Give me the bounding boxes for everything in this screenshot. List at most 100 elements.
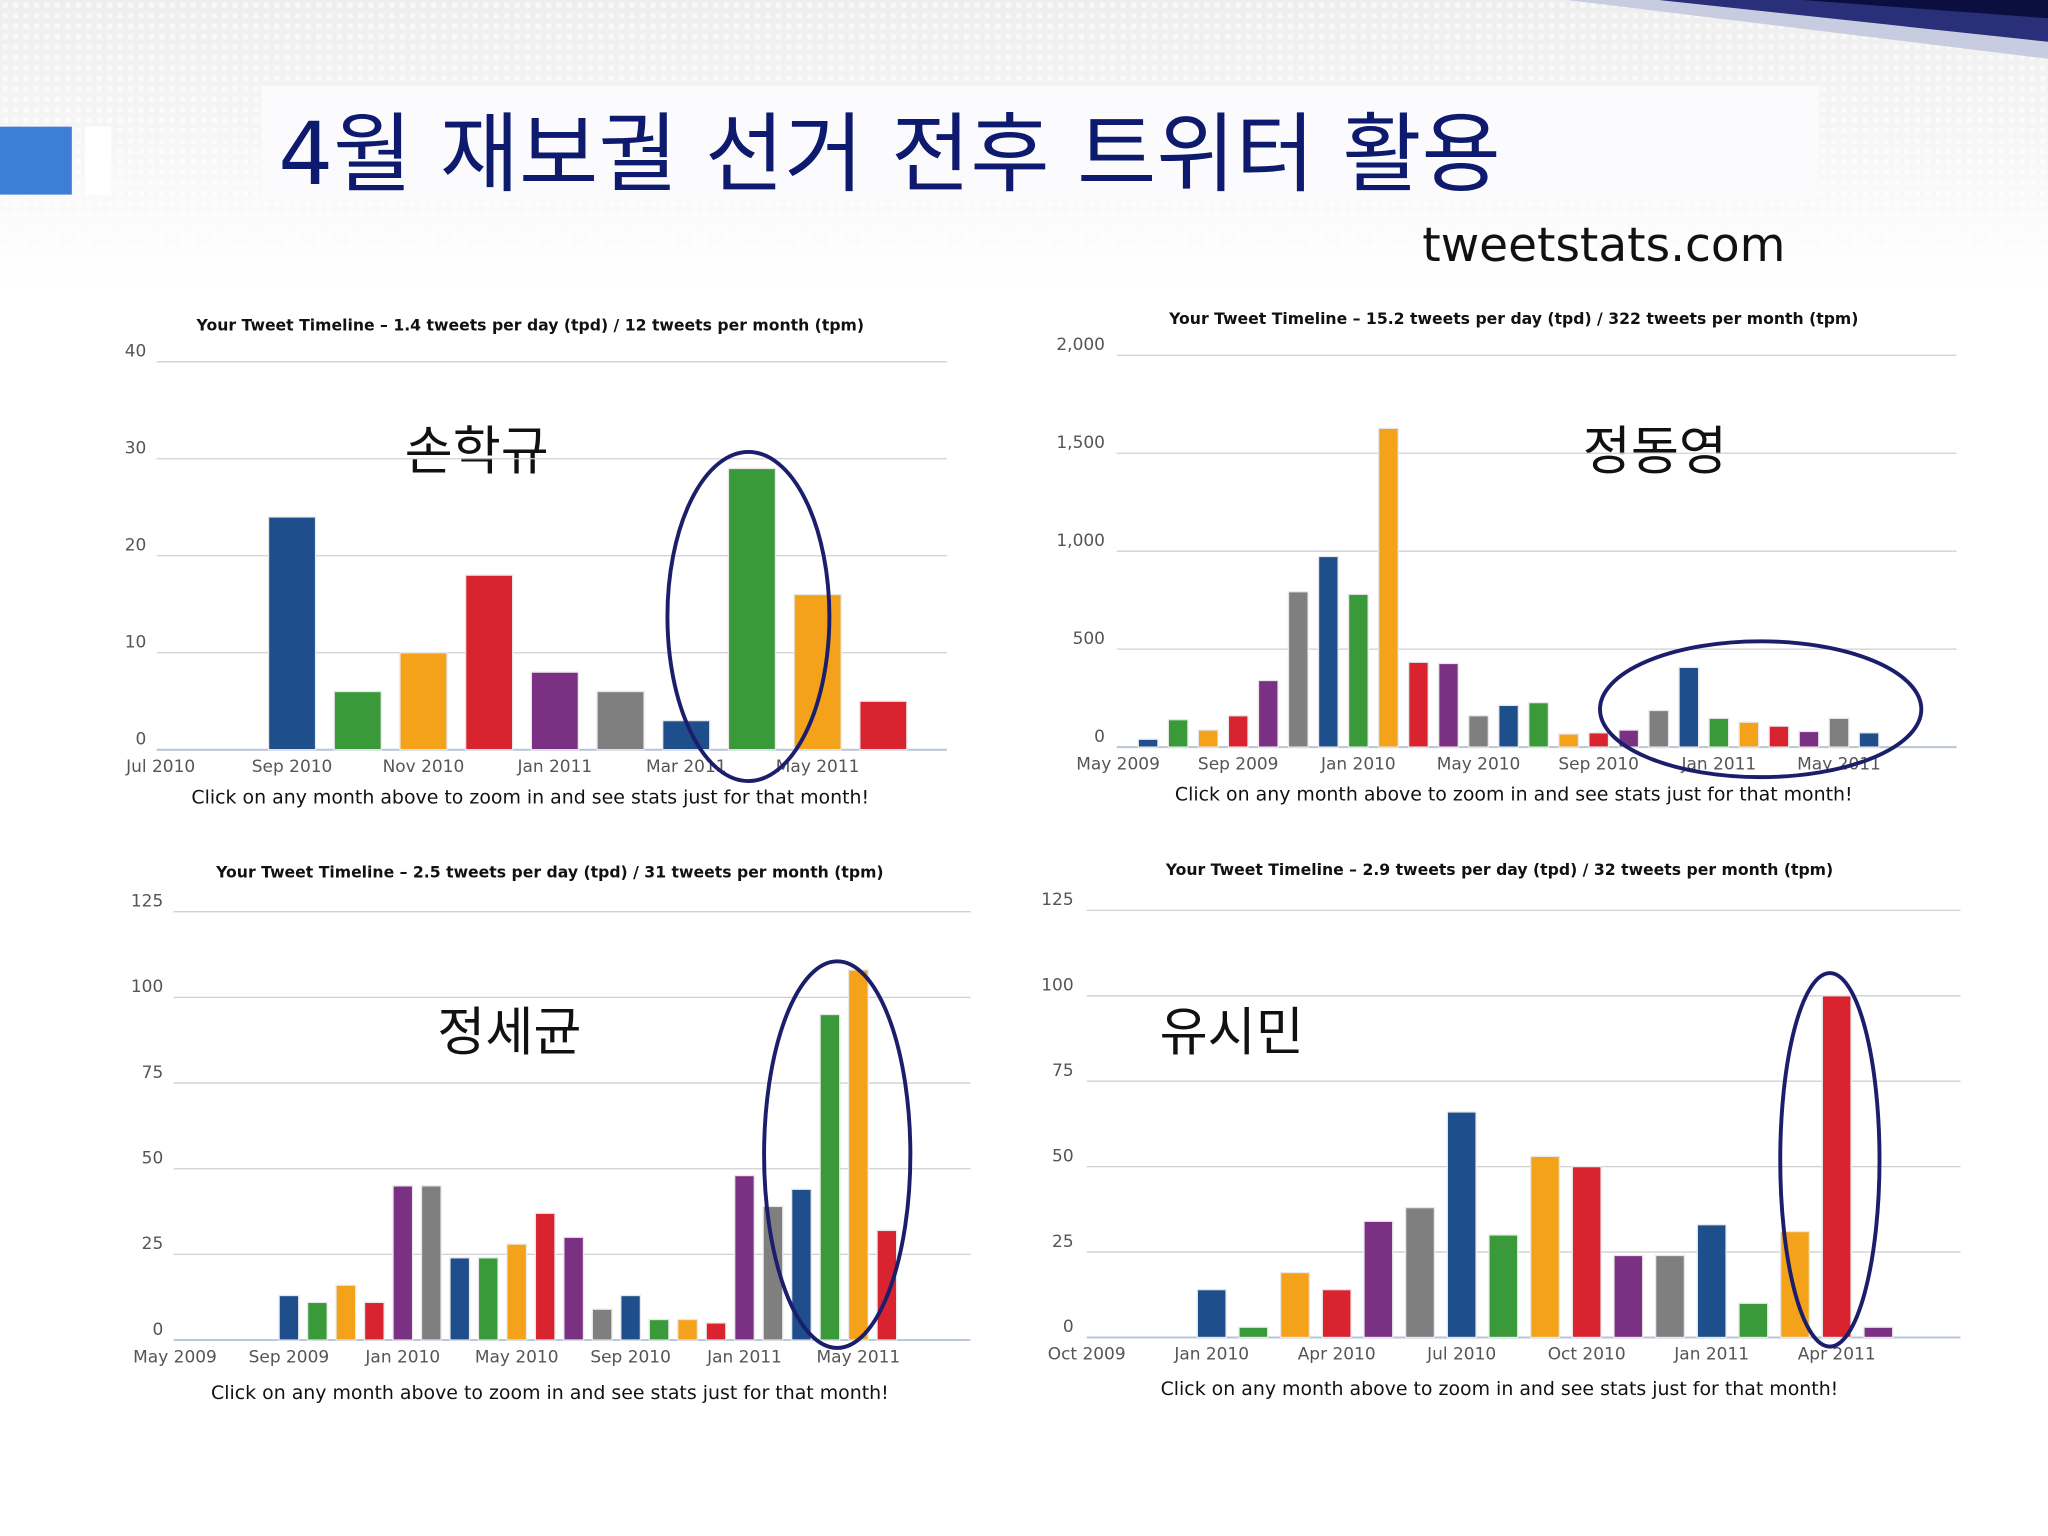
y-tick-label: 50 [1052, 1146, 1074, 1166]
bar [477, 1257, 499, 1341]
y-tick-label: 10 [125, 633, 147, 653]
accent-block [84, 126, 112, 195]
bar [534, 1212, 556, 1341]
bar [1468, 715, 1489, 748]
chart-title: Your Tweet Timeline – 15.2 tweets per da… [1168, 309, 1858, 328]
highlight-ellipse [1778, 971, 1882, 1349]
x-tick-label: May 2011 [776, 757, 860, 777]
bar [1347, 593, 1369, 748]
bar [596, 690, 645, 751]
x-tick-label: May 2011 [1797, 754, 1881, 774]
x-tick-label: May 2011 [817, 1347, 901, 1367]
bar [591, 1308, 613, 1341]
x-tick-label: Oct 2009 [1048, 1345, 1126, 1365]
y-tick-label: 1,500 [1056, 433, 1105, 453]
x-tick-label: Sep 2010 [1558, 754, 1639, 774]
bar [1137, 738, 1159, 748]
bar [363, 1301, 385, 1341]
title-band [261, 86, 1820, 199]
bar [1613, 1254, 1644, 1339]
bar [563, 1236, 585, 1341]
x-tick-label: Jan 2010 [1173, 1345, 1249, 1365]
slide-title: 4월 재보궐 선거 전후 트위터 활용 [278, 105, 1501, 205]
y-tick-label: 20 [125, 536, 147, 556]
bar [1863, 1326, 1894, 1339]
bar [727, 467, 777, 751]
bar [464, 574, 514, 751]
x-tick-label: May 2009 [133, 1347, 217, 1367]
x-tick-label: Oct 2010 [1548, 1345, 1626, 1365]
bar [1408, 661, 1429, 748]
bar [1167, 719, 1189, 748]
note: Click on any month above to zoom in and … [211, 1382, 889, 1404]
accent-block [0, 126, 72, 195]
bar [859, 700, 908, 751]
y-tick-label: 125 [131, 891, 163, 911]
bar [333, 690, 382, 751]
y-tick-label: 25 [142, 1234, 164, 1254]
y-tick-label: 50 [142, 1148, 164, 1168]
bar [1648, 709, 1670, 748]
highlight-ellipse [762, 959, 913, 1350]
bar [1227, 715, 1249, 748]
bar [1321, 1288, 1352, 1339]
x-tick-label: Jan 2010 [364, 1347, 440, 1367]
x-tick-label: Nov 2010 [383, 757, 465, 777]
x-tick-label: Jul 2010 [1426, 1345, 1496, 1365]
bar [1529, 1155, 1561, 1339]
y-tick-label: 2,000 [1056, 335, 1105, 355]
chart-title: Your Tweet Timeline – 2.5 tweets per day… [215, 863, 883, 882]
chart-title: Your Tweet Timeline – 2.9 tweets per day… [1165, 860, 1833, 879]
y-tick-label: 0 [152, 1320, 163, 1340]
bar [1828, 717, 1850, 748]
y-tick-label: 0 [1094, 727, 1105, 747]
bar [648, 1318, 670, 1341]
x-tick-label: Jul 2010 [125, 757, 195, 777]
bar [530, 671, 580, 751]
note: Click on any month above to zoom in and … [191, 786, 869, 808]
bar [1738, 721, 1760, 748]
bar [1708, 717, 1730, 748]
y-tick-label: 100 [131, 977, 163, 997]
bar [1858, 732, 1880, 748]
chart-title: Your Tweet Timeline – 1.4 tweets per day… [196, 315, 864, 334]
x-tick-label: Sep 2009 [249, 1347, 330, 1367]
x-tick-label: May 2009 [1076, 754, 1160, 774]
bar [819, 1013, 841, 1341]
bar [449, 1257, 471, 1341]
bar [1588, 732, 1610, 748]
x-tick-label: Sep 2010 [590, 1347, 671, 1367]
bar [1317, 555, 1339, 748]
bar [876, 1229, 898, 1341]
bar [1821, 995, 1852, 1339]
bar [1558, 733, 1580, 748]
x-tick-label: Apr 2011 [1798, 1345, 1876, 1365]
bar [1678, 666, 1700, 748]
x-tick-label: May 2010 [475, 1347, 559, 1367]
y-tick-label: 30 [125, 439, 147, 459]
y-tick-label: 125 [1041, 890, 1073, 910]
bar [267, 516, 317, 751]
bar [335, 1284, 357, 1341]
bar [1287, 591, 1309, 748]
bar [306, 1301, 328, 1341]
bar [506, 1243, 528, 1341]
bar [1738, 1302, 1769, 1339]
bar [1438, 662, 1459, 748]
bar [734, 1174, 755, 1341]
bar [1280, 1271, 1311, 1339]
highlight-ellipse [1598, 639, 1924, 780]
highlight-ellipse [665, 449, 832, 784]
x-tick-label: Jan 2011 [706, 1347, 782, 1367]
bar [1498, 704, 1520, 748]
x-tick-label: Jan 2011 [516, 757, 592, 777]
bar [1798, 730, 1820, 748]
bar [1363, 1220, 1394, 1339]
source: tweetstats.com [1422, 218, 1785, 273]
bar [1696, 1224, 1727, 1339]
bar [1404, 1206, 1436, 1339]
x-tick-label: Jan 2011 [1673, 1345, 1749, 1365]
x-tick-label: Jan 2010 [1320, 754, 1396, 774]
y-tick-label: 75 [142, 1063, 164, 1083]
